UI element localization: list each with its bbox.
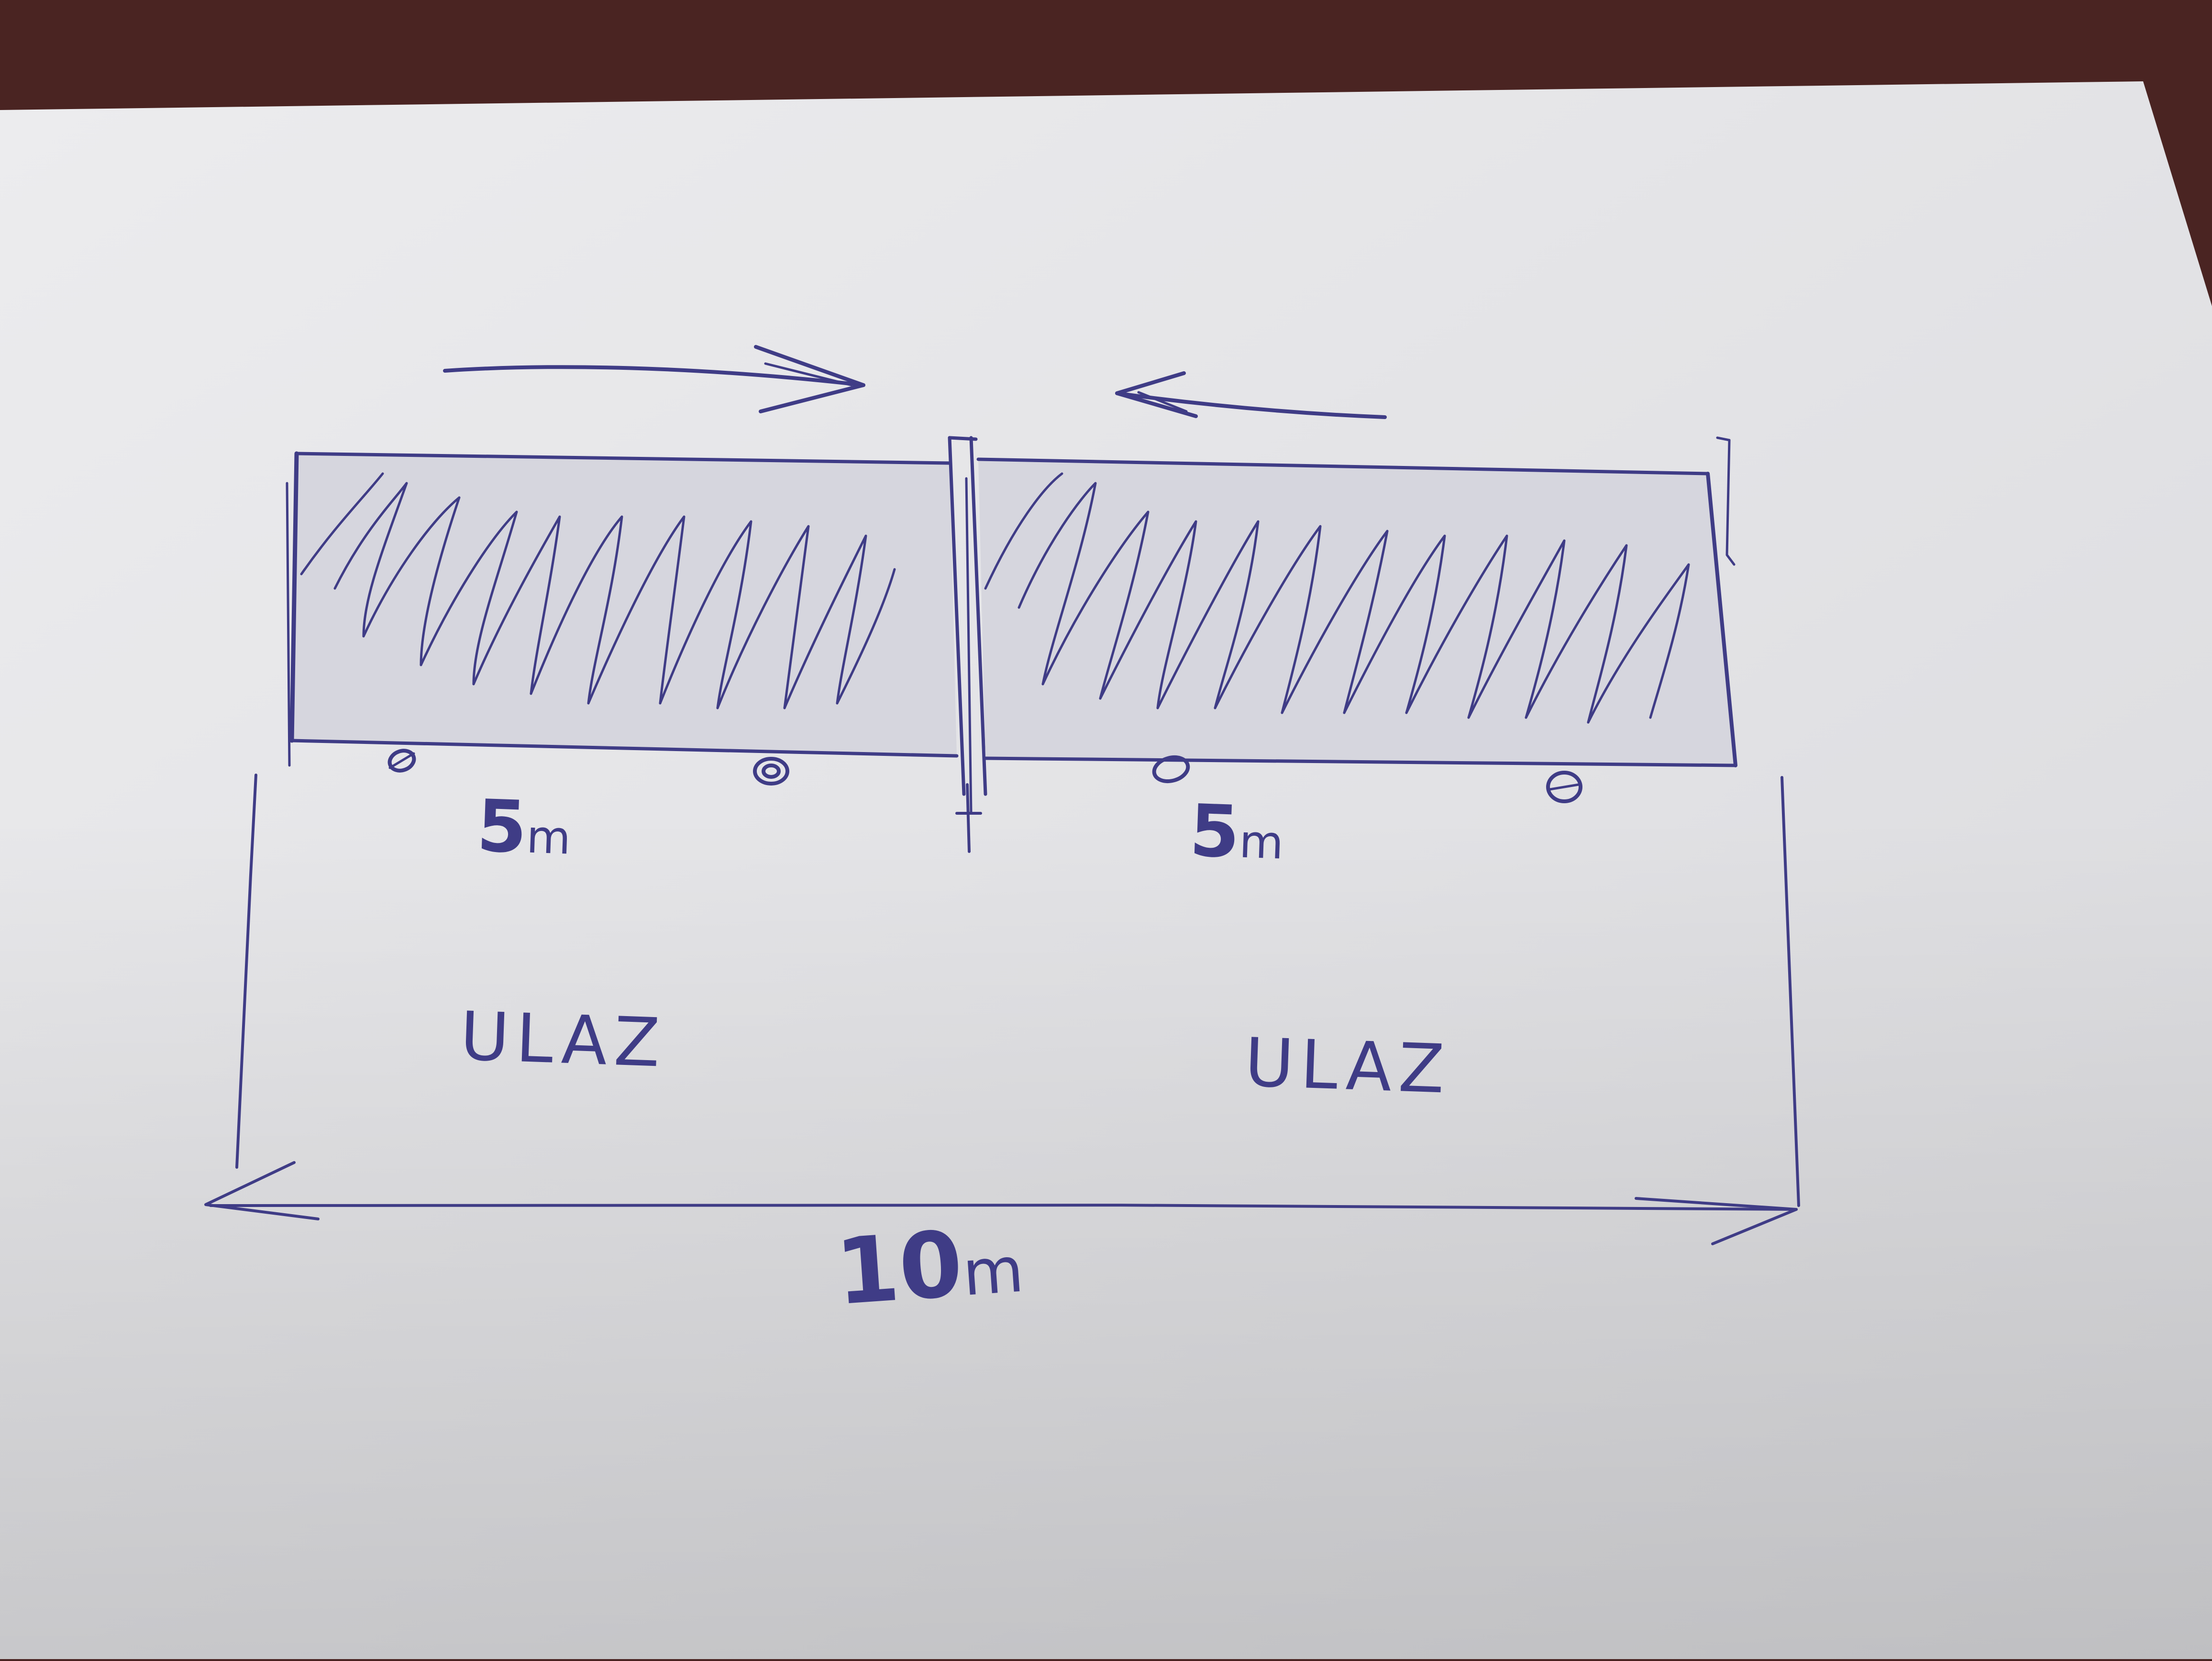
left-entry-label: ULAZ	[459, 997, 668, 1083]
right-gate-hatching	[984, 472, 1690, 724]
right-gate-wheels	[1152, 755, 1582, 803]
total-dimension-line	[204, 774, 1800, 1245]
left-gate-arrow	[443, 345, 865, 413]
right-gate-panel	[976, 436, 1737, 803]
phone-shadow	[0, 813, 2212, 1659]
total-length-unit: m	[960, 1233, 1026, 1310]
right-gate-length-label: 5m	[1188, 789, 1285, 876]
left-gate-length-label: 5m	[476, 785, 573, 871]
right-entry-label: ULAZ	[1243, 1024, 1453, 1109]
left-gate-hatching	[300, 472, 896, 709]
left-gate-length-unit: m	[525, 810, 572, 865]
center-post	[948, 436, 987, 853]
total-length-label: 10m	[832, 1207, 1027, 1326]
right-gate-arrow	[1115, 371, 1387, 419]
left-gate-panel	[286, 451, 959, 786]
total-length-number: 10	[832, 1211, 966, 1326]
left-gate-wheels	[387, 749, 789, 786]
right-gate-length-number: 5	[1188, 789, 1241, 875]
left-gate-length-number: 5	[475, 785, 529, 870]
right-gate-length-unit: m	[1238, 815, 1285, 870]
